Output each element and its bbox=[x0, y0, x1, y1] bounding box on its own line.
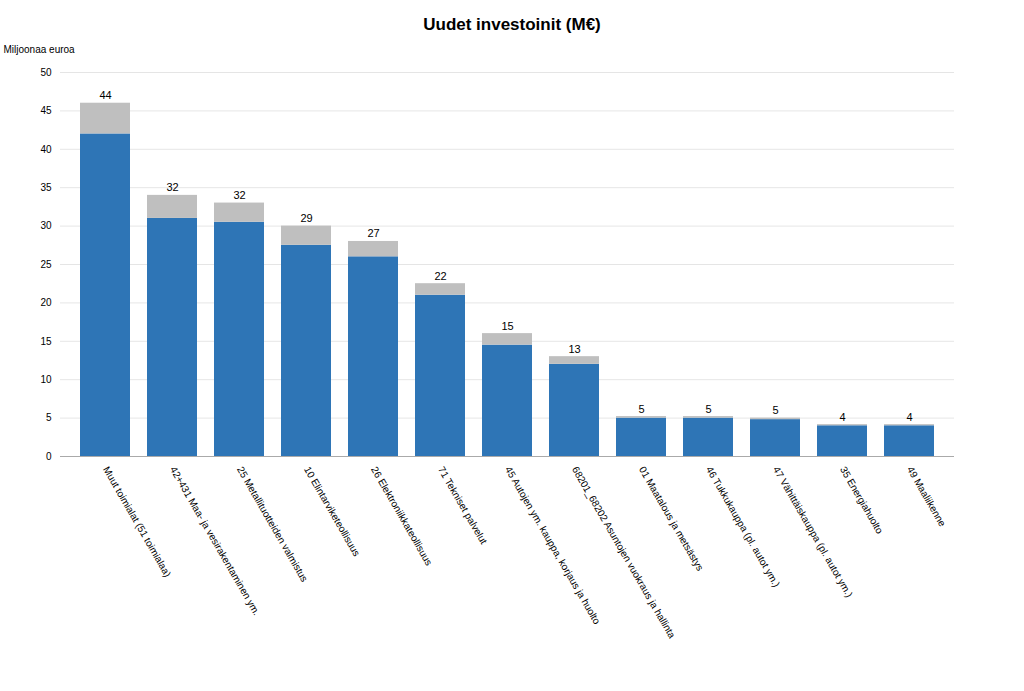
svg-text:30: 30 bbox=[40, 220, 52, 231]
svg-text:42+431 Maa- ja vesirakentamine: 42+431 Maa- ja vesirakentaminen ym. bbox=[168, 464, 263, 618]
svg-text:45 Autojen ym. kauppa, korjaus: 45 Autojen ym. kauppa, korjaus ja huolto bbox=[503, 464, 603, 627]
svg-text:44: 44 bbox=[99, 89, 111, 101]
svg-text:25 Metallituotteiden valmistus: 25 Metallituotteiden valmistus bbox=[235, 465, 310, 584]
svg-text:47 Vähittäiskauppa (pl. autot: 47 Vähittäiskauppa (pl. autot ym.) bbox=[771, 465, 855, 600]
html-text:Uudet investoinit (M€): Uudet investoinit (M€) bbox=[423, 15, 601, 34]
svg-text:01 Maatalous ja metsästys: 01 Maatalous ja metsästys bbox=[637, 465, 706, 573]
svg-text:5: 5 bbox=[772, 404, 778, 416]
svg-text:15: 15 bbox=[40, 336, 52, 347]
svg-text:45: 45 bbox=[40, 105, 52, 116]
svg-text:35 Energiahuolto: 35 Energiahuolto bbox=[838, 465, 886, 536]
svg-text:49 Maaliikenne: 49 Maaliikenne bbox=[905, 465, 948, 529]
svg-text:15: 15 bbox=[501, 320, 513, 332]
svg-text:40: 40 bbox=[40, 144, 52, 155]
svg-text:Muut toimialat (51 toimialaa): Muut toimialat (51 toimialaa) bbox=[101, 465, 173, 579]
svg-text:4: 4 bbox=[839, 411, 845, 423]
svg-text:5: 5 bbox=[638, 403, 644, 415]
svg-text:Miljoonaa euroa: Miljoonaa euroa bbox=[4, 44, 76, 55]
svg-text:50: 50 bbox=[40, 67, 52, 78]
svg-text:22: 22 bbox=[434, 270, 446, 282]
svg-text:27: 27 bbox=[367, 227, 379, 239]
svg-text:5: 5 bbox=[705, 403, 711, 415]
svg-text:32: 32 bbox=[233, 189, 245, 201]
svg-text:13: 13 bbox=[568, 343, 580, 355]
svg-text:46 Tukkukauppa (pl. autot ym.): 46 Tukkukauppa (pl. autot ym.) bbox=[704, 465, 782, 589]
svg-text:35: 35 bbox=[40, 182, 52, 193]
svg-text:5: 5 bbox=[46, 412, 52, 423]
svg-text:29: 29 bbox=[300, 212, 312, 224]
svg-text:32: 32 bbox=[166, 181, 178, 193]
svg-text:10: 10 bbox=[40, 374, 52, 385]
svg-text:0: 0 bbox=[46, 451, 52, 462]
svg-text:71 Tekniset palvelut: 71 Tekniset palvelut bbox=[436, 465, 489, 547]
svg-text:4: 4 bbox=[906, 411, 912, 423]
svg-text:10 Elintarviketeollisuus: 10 Elintarviketeollisuus bbox=[302, 465, 362, 559]
svg-text:68201_68202 Asuntojen vuokraus: 68201_68202 Asuntojen vuokraus ja hallin… bbox=[570, 464, 678, 641]
svg-text:25: 25 bbox=[40, 259, 52, 270]
svg-text:20: 20 bbox=[40, 297, 52, 308]
svg-text:26 Elektroniikkateollisuus: 26 Elektroniikkateollisuus bbox=[369, 465, 435, 568]
